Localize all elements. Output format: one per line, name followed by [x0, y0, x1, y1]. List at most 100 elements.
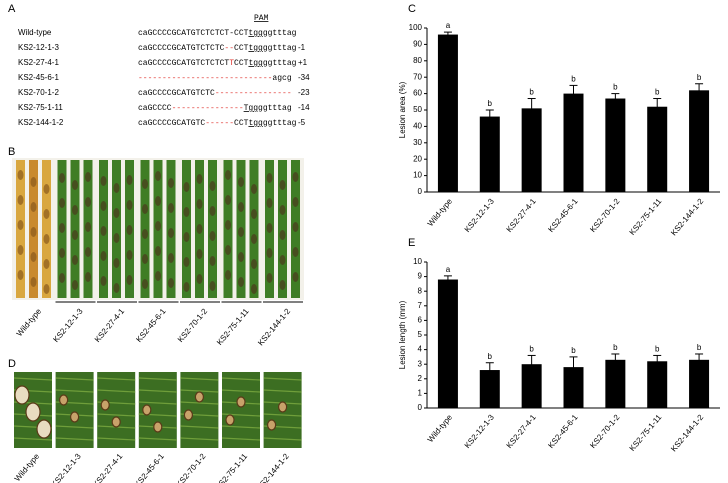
- sequence-segment: tgg: [248, 44, 263, 53]
- x-tick-label: KS2-144-1-2: [669, 412, 705, 453]
- leaf: [208, 160, 217, 298]
- bar: [563, 367, 584, 408]
- sequence-segment: agcg: [272, 74, 291, 83]
- panel-letter: E: [408, 237, 415, 249]
- sample-label: KS2-27-4-1: [93, 306, 127, 344]
- leaf-vein: [263, 437, 302, 441]
- y-tick-label: 80: [413, 56, 422, 65]
- leaf: [70, 160, 80, 298]
- sequence-segment: T: [229, 59, 234, 68]
- lesion: [168, 178, 174, 188]
- sample-name: KS2-27-4-1: [18, 58, 59, 67]
- sequence: caGCCCC---------------Tggggtttag: [138, 104, 292, 113]
- leaf-vein: [180, 437, 219, 441]
- lesion: [126, 225, 133, 235]
- indel: -14: [298, 103, 310, 112]
- sequence: ----------------------------agcg: [138, 74, 292, 83]
- leaf-vein: [221, 377, 261, 381]
- sequence-segment: tgg: [248, 59, 263, 68]
- lesion: [100, 176, 107, 186]
- bar: [605, 359, 626, 408]
- lesion: [225, 195, 231, 205]
- y-tick-label: 70: [413, 72, 422, 81]
- lesion: [126, 175, 133, 185]
- lesion: [266, 173, 273, 183]
- lesion: [209, 231, 216, 241]
- lesion: [183, 409, 193, 421]
- leaf-vein: [138, 437, 177, 441]
- lesion: [17, 195, 24, 205]
- y-tick-label: 4: [418, 345, 423, 354]
- lesion: [30, 177, 37, 187]
- indel: -1: [298, 43, 306, 52]
- significance-letter: a: [446, 265, 451, 274]
- lesion: [58, 394, 69, 406]
- y-tick-label: 10: [413, 257, 422, 266]
- sample-name: KS2-144-1-2: [18, 118, 64, 127]
- y-tick-label: 8: [418, 286, 423, 295]
- leaf-vein: [13, 437, 53, 441]
- leaf-vein: [221, 425, 261, 429]
- leaf-tile: [97, 372, 136, 448]
- lesion: [153, 421, 163, 433]
- y-tick-label: 100: [409, 23, 423, 32]
- y-tick-label: 2: [418, 374, 423, 383]
- y-tick-label: 7: [418, 301, 423, 310]
- bar: [521, 364, 542, 408]
- sequence-segment: ggtttag: [263, 119, 297, 128]
- y-tick-label: 5: [418, 330, 423, 339]
- significance-letter: b: [488, 352, 493, 361]
- lesion: [72, 205, 78, 215]
- sequence: caGCCCCGCATGTCTC----------------: [138, 89, 292, 98]
- lesion: [100, 251, 107, 261]
- leaf-vein: [13, 377, 53, 381]
- lesion: [43, 184, 50, 194]
- lesion: [85, 272, 91, 282]
- sequence-segment: caGCCCCGCATGTCTC: [138, 89, 215, 98]
- lesion: [72, 255, 78, 265]
- leaf-vein: [97, 437, 136, 441]
- y-tick-label: 50: [413, 105, 422, 114]
- x-tick-label: KS2-75-1-11: [628, 196, 664, 236]
- significance-letter: b: [697, 73, 702, 82]
- x-tick-label: KS2-12-1-3: [463, 412, 497, 450]
- bar: [479, 116, 500, 192]
- bar: [437, 279, 458, 408]
- lesion: [59, 198, 65, 208]
- indel: -23: [298, 88, 310, 97]
- x-tick-label: Wild-type: [426, 412, 455, 444]
- lesion: [266, 273, 273, 283]
- x-tick-label: KS2-27-4-1: [505, 196, 539, 234]
- lesion: [126, 275, 133, 285]
- leaf-vein: [263, 389, 302, 393]
- lesion: [251, 259, 257, 269]
- lesion: [43, 209, 50, 219]
- y-tick-label: 0: [418, 403, 423, 412]
- significance-letter: a: [446, 21, 451, 30]
- lesion: [43, 259, 50, 269]
- lesion: [59, 173, 65, 183]
- sample-label: KS2-75-1-11: [215, 306, 251, 346]
- significance-letter: b: [488, 99, 493, 108]
- leaf-vein: [180, 377, 219, 381]
- sample-label: Wild-type: [15, 306, 44, 338]
- leaf: [278, 160, 287, 298]
- lesion: [238, 202, 244, 212]
- lesion: [155, 171, 161, 181]
- lesion: [183, 282, 190, 292]
- lesion: [142, 229, 148, 239]
- sequence-segment: tgg: [248, 29, 263, 38]
- lesion: [238, 177, 244, 187]
- x-tick-label: KS2-45-6-1: [546, 412, 580, 450]
- significance-letter: b: [571, 75, 576, 84]
- y-tick-label: 1: [418, 389, 423, 398]
- sequence-segment: --: [224, 44, 234, 53]
- sample-label: KS2-70-1-2: [174, 451, 208, 483]
- leaf-vein: [138, 389, 177, 393]
- y-tick-label: 10: [413, 171, 422, 180]
- lesion: [113, 208, 120, 218]
- leaf-vein: [55, 437, 94, 441]
- leaf-tile: [222, 372, 260, 448]
- lesion: [196, 249, 203, 259]
- lesion: [43, 234, 50, 244]
